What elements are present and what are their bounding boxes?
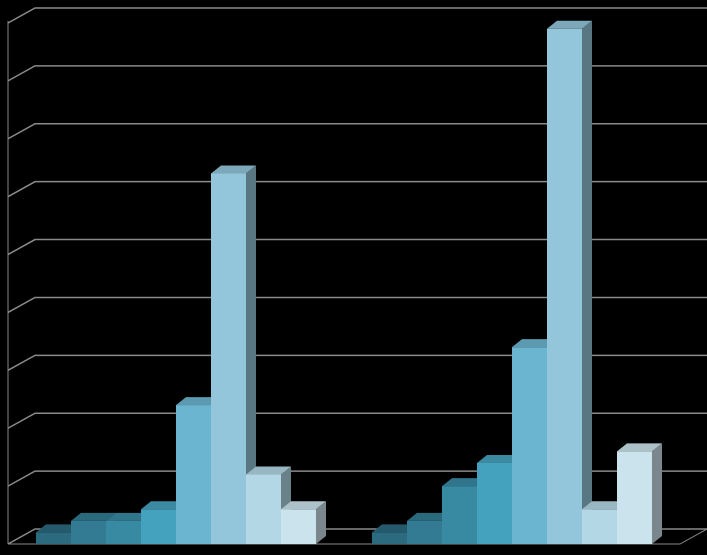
bar-top [617,443,662,452]
bar [582,509,617,544]
bar-top [176,397,221,406]
bar [176,405,211,544]
bar [512,347,547,544]
grid-line [7,180,707,198]
grid-line [7,238,707,256]
bar [547,28,582,545]
bar-top [512,339,557,348]
bar [246,474,281,544]
bar-top [407,512,452,521]
bar [442,486,477,544]
bar [141,509,176,544]
bar-top [477,454,522,463]
bar-top [211,165,256,174]
bar [211,173,246,544]
grid-line [7,65,707,82]
bar-top [442,478,487,487]
grid-line [7,123,707,140]
bar [281,509,316,544]
bar-side [246,165,256,544]
grid-line [7,412,707,429]
bar [106,520,141,544]
bar [372,532,407,544]
bar-top [582,501,627,510]
bar-top [141,501,186,510]
bar-top [281,501,326,510]
bar-side [582,20,592,545]
bar-top [106,512,151,521]
bar-top [547,20,592,29]
bar-top [36,524,81,533]
bar [617,451,652,544]
grid-line [7,354,707,371]
bar [36,532,71,544]
bar [407,520,442,544]
grid-line [7,296,707,314]
bar-top [372,524,417,533]
bar-side [652,443,662,544]
bar-side [316,501,326,544]
bar-top [71,512,116,521]
grid-line [7,7,707,24]
bar-top [246,466,291,475]
bar [477,462,512,544]
bar [71,520,106,544]
